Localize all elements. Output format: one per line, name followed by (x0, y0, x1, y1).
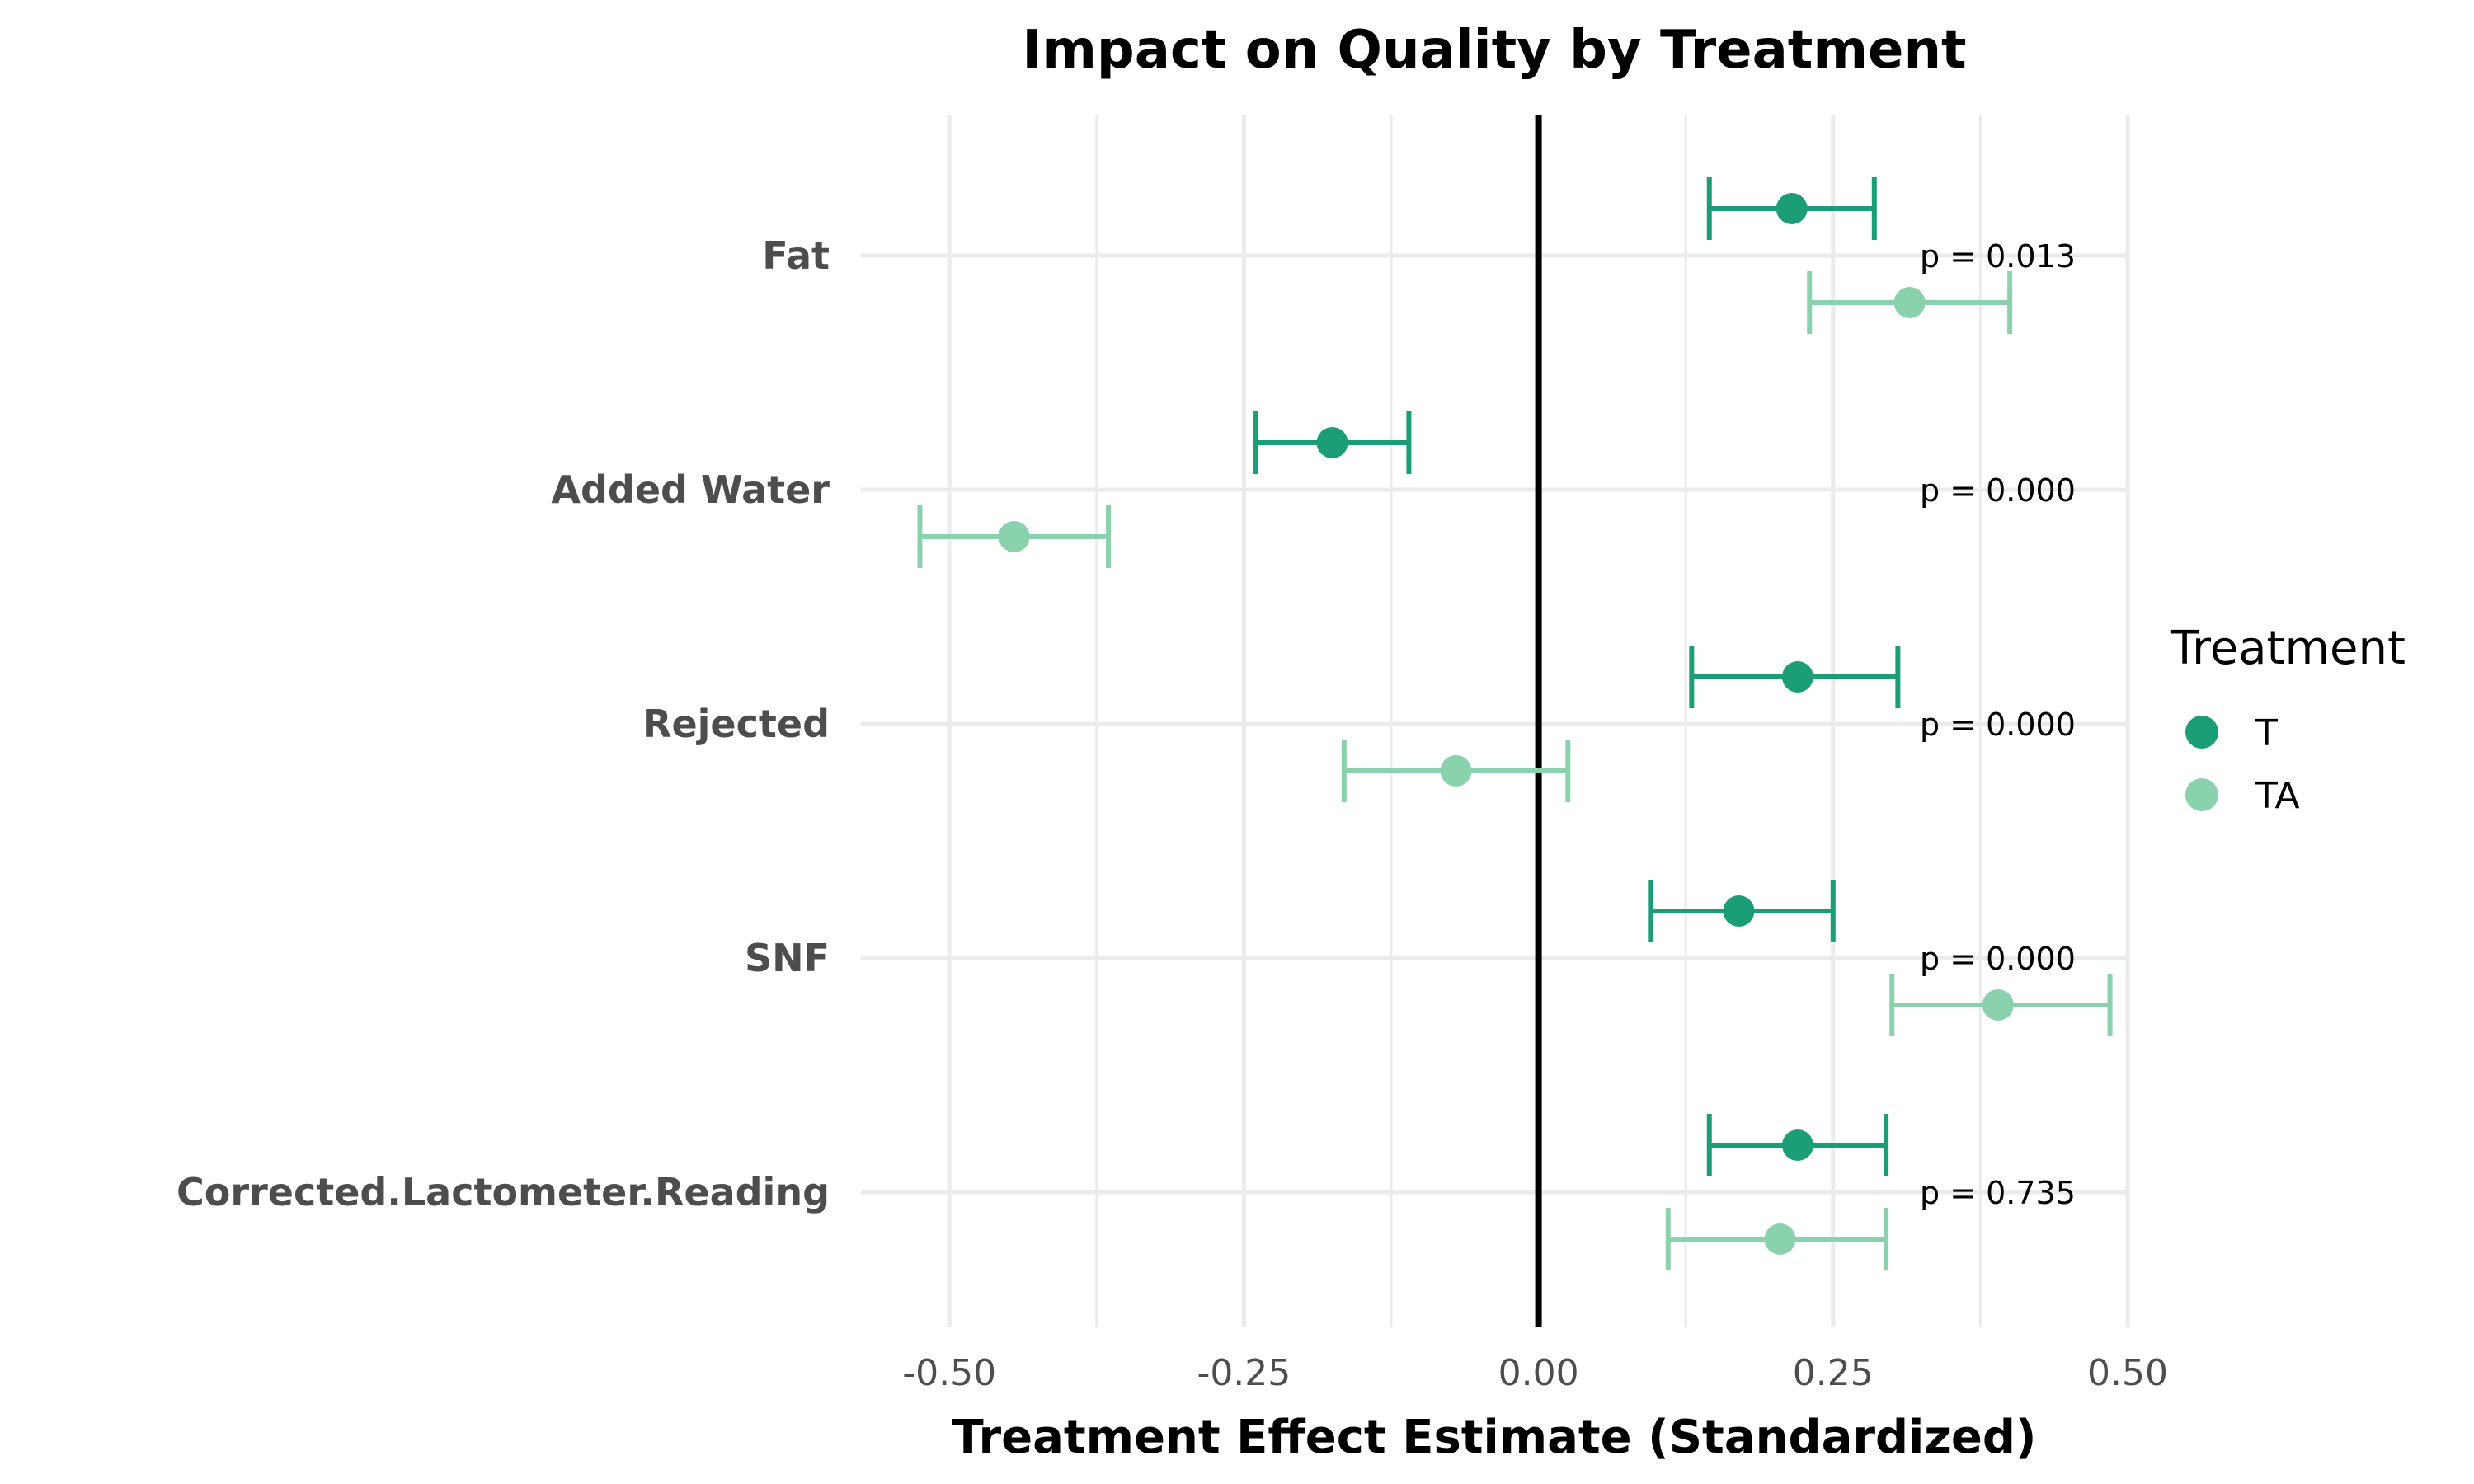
x-tick-labels: -0.50 -0.25 0.00 0.25 0.50 (902, 1352, 2168, 1394)
point-estimate-TA (1982, 989, 2014, 1021)
grid-lines (861, 115, 2130, 1327)
x-tick-label: 0.00 (1498, 1352, 1579, 1394)
point-estimate-TA (1764, 1223, 1796, 1255)
category-label: Fat (762, 233, 830, 278)
legend-key-T (2185, 716, 2218, 749)
legend: Treatment T TA (2170, 622, 2406, 817)
category-label: SNF (745, 936, 830, 980)
legend-items: T TA (2185, 712, 2300, 817)
legend-key-TA (2185, 778, 2218, 811)
category-label: Rejected (642, 702, 830, 746)
x-tick-label: 0.25 (1793, 1352, 1874, 1394)
legend-title: Treatment (2170, 622, 2406, 675)
p-value-label: p = 0.000 (1920, 941, 2076, 977)
point-estimate-T (1776, 193, 1808, 224)
p-value-labels: p = 0.013 p = 0.000 p = 0.000 p = 0.000 p = … (1920, 238, 2076, 1211)
legend-label: T (2255, 712, 2278, 754)
x-axis-label: Treatment Effect Estimate (Standardized) (952, 1411, 2036, 1464)
point-estimate-TA (1440, 755, 1472, 787)
p-value-label: p = 0.735 (1920, 1175, 2076, 1211)
x-tick-label: 0.50 (2087, 1352, 2168, 1394)
series-marks (917, 177, 2113, 1270)
x-tick-label: -0.25 (1197, 1352, 1291, 1394)
category-label: Added Water (551, 467, 830, 512)
point-estimate-T (1723, 895, 1755, 927)
p-value-label: p = 0.000 (1920, 472, 2076, 509)
point-estimate-TA (1893, 287, 1926, 318)
point-estimate-T (1781, 661, 1813, 693)
x-tick-label: -0.50 (902, 1352, 996, 1394)
point-estimate-T (1316, 427, 1348, 458)
category-labels: Fat Added Water Rejected SNF Corrected.Lacto… (176, 233, 830, 1214)
category-label: Corrected.Lactometer.Reading (176, 1170, 830, 1214)
p-value-label: p = 0.000 (1920, 707, 2076, 743)
legend-label: TA (2255, 775, 2300, 817)
point-estimate-T (1781, 1129, 1813, 1161)
p-value-label: p = 0.013 (1920, 238, 2076, 275)
point-estimate-TA (998, 521, 1030, 552)
chart-title: Impact on Quality by Treatment (1022, 20, 1966, 81)
